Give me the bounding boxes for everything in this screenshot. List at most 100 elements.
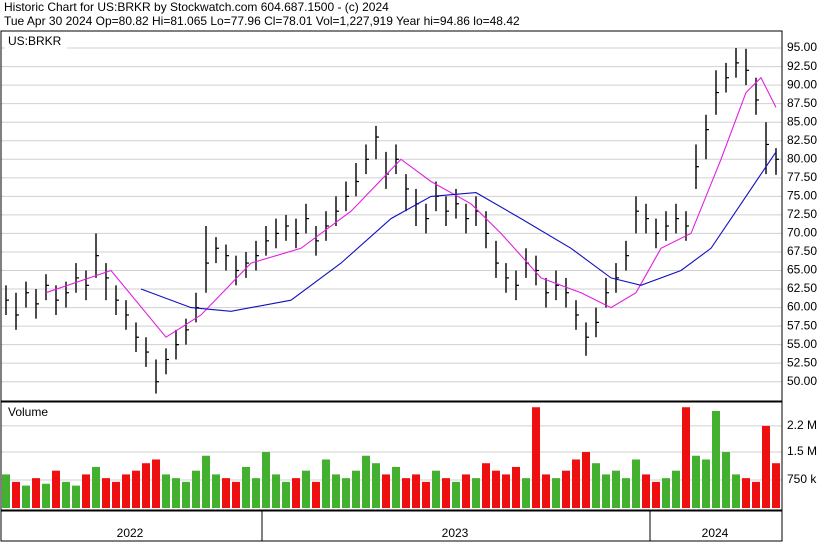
volume-bar xyxy=(472,478,480,508)
symbol-label: US:BRKR xyxy=(8,34,62,48)
volume-bar xyxy=(332,474,340,508)
volume-bar xyxy=(112,481,120,508)
volume-bar xyxy=(652,481,660,508)
volume-bar xyxy=(372,463,380,508)
volume-bar xyxy=(622,478,630,508)
volume-bar xyxy=(572,459,580,508)
volume-bar xyxy=(522,478,530,508)
volume-bar xyxy=(152,459,160,508)
volume-bar xyxy=(362,455,370,508)
volume-bar xyxy=(12,481,20,508)
y-tick-label: 750 k xyxy=(787,472,817,486)
volume-bar xyxy=(452,481,460,508)
volume-bar xyxy=(282,481,290,508)
y-tick-label: 65.00 xyxy=(787,263,817,277)
volume-bar xyxy=(602,474,610,508)
volume-bar xyxy=(252,478,260,508)
y-tick-label: 87.50 xyxy=(787,96,817,110)
volume-bar xyxy=(312,481,320,508)
volume-bar xyxy=(562,470,570,508)
volume-bar xyxy=(672,470,680,508)
volume-bar xyxy=(172,478,180,508)
volume-bar xyxy=(482,463,490,508)
volume-bar xyxy=(192,470,200,508)
y-tick-label: 52.50 xyxy=(787,355,817,369)
volume-bar xyxy=(582,452,590,508)
time-panel xyxy=(0,510,783,542)
volume-bar xyxy=(132,470,140,508)
volume-bar xyxy=(612,470,620,508)
y-tick-label: 60.00 xyxy=(787,300,817,314)
volume-bar xyxy=(272,474,280,508)
volume-bar xyxy=(232,481,240,508)
volume-bar xyxy=(242,466,250,508)
label-bg xyxy=(5,405,57,420)
volume-bar xyxy=(722,452,730,508)
volume-bar xyxy=(682,407,690,508)
volume-bar xyxy=(212,474,220,508)
volume-bar xyxy=(732,474,740,508)
volume-bar xyxy=(52,470,60,508)
volume-bar xyxy=(412,474,420,508)
y-tick-label: 75.00 xyxy=(787,189,817,203)
volume-bar xyxy=(62,481,70,508)
volume-panel xyxy=(0,401,783,511)
volume-bar xyxy=(462,474,470,508)
volume-bar xyxy=(102,478,110,508)
volume-bar xyxy=(302,470,310,508)
volume-bar xyxy=(142,463,150,508)
chart-title: Historic Chart for US:BRKR by Stockwatch… xyxy=(4,0,389,14)
volume-bar xyxy=(32,478,40,508)
y-tick-label: 70.00 xyxy=(787,226,817,240)
volume-bar xyxy=(2,474,10,508)
year-label: 2024 xyxy=(702,526,729,540)
volume-bar xyxy=(552,478,560,508)
y-tick-label: 92.50 xyxy=(787,59,817,73)
volume-bar xyxy=(292,478,300,508)
volume-bar xyxy=(762,425,770,508)
volume-bar xyxy=(122,474,130,508)
moving-average xyxy=(45,76,777,338)
volume-label: Volume xyxy=(8,405,48,419)
volume-bar xyxy=(752,481,760,508)
y-tick-label: 62.50 xyxy=(787,281,817,295)
y-tick-label: 77.50 xyxy=(787,170,817,184)
volume-bar xyxy=(182,481,190,508)
volume-bar xyxy=(632,459,640,508)
y-tick-label: 90.00 xyxy=(787,77,817,91)
year-label: 2023 xyxy=(442,526,469,540)
volume-bar xyxy=(772,463,780,508)
y-tick-label: 57.50 xyxy=(787,318,817,332)
volume-bar xyxy=(42,483,50,508)
volume-bar xyxy=(382,474,390,508)
volume-bar xyxy=(262,452,270,508)
volume-bar xyxy=(542,474,550,508)
volume-bar xyxy=(592,463,600,508)
volume-bar xyxy=(692,455,700,508)
volume-bar xyxy=(352,470,360,508)
y-tick-label: 50.00 xyxy=(787,374,817,388)
y-tick-label: 95.00 xyxy=(787,40,817,54)
volume-bar xyxy=(322,459,330,508)
y-tick-label: 82.50 xyxy=(787,133,817,147)
y-tick-label: 55.00 xyxy=(787,337,817,351)
y-tick-label: 80.00 xyxy=(787,151,817,165)
volume-bar xyxy=(432,470,440,508)
volume-bar xyxy=(712,410,720,508)
volume-bar xyxy=(72,485,80,508)
volume-bar xyxy=(82,474,90,508)
volume-bar xyxy=(502,474,510,508)
volume-bar xyxy=(642,474,650,508)
volume-bar xyxy=(392,466,400,508)
volume-bar xyxy=(702,459,710,508)
y-tick-label: 1.5 M xyxy=(787,444,817,458)
volume-bar xyxy=(202,455,210,508)
y-tick-label: 67.50 xyxy=(787,244,817,258)
volume-bar xyxy=(492,470,500,508)
volume-bar xyxy=(22,485,30,508)
volume-bar xyxy=(402,478,410,508)
volume-bar xyxy=(512,466,520,508)
label-bg xyxy=(5,34,67,49)
volume-bar xyxy=(162,474,170,508)
